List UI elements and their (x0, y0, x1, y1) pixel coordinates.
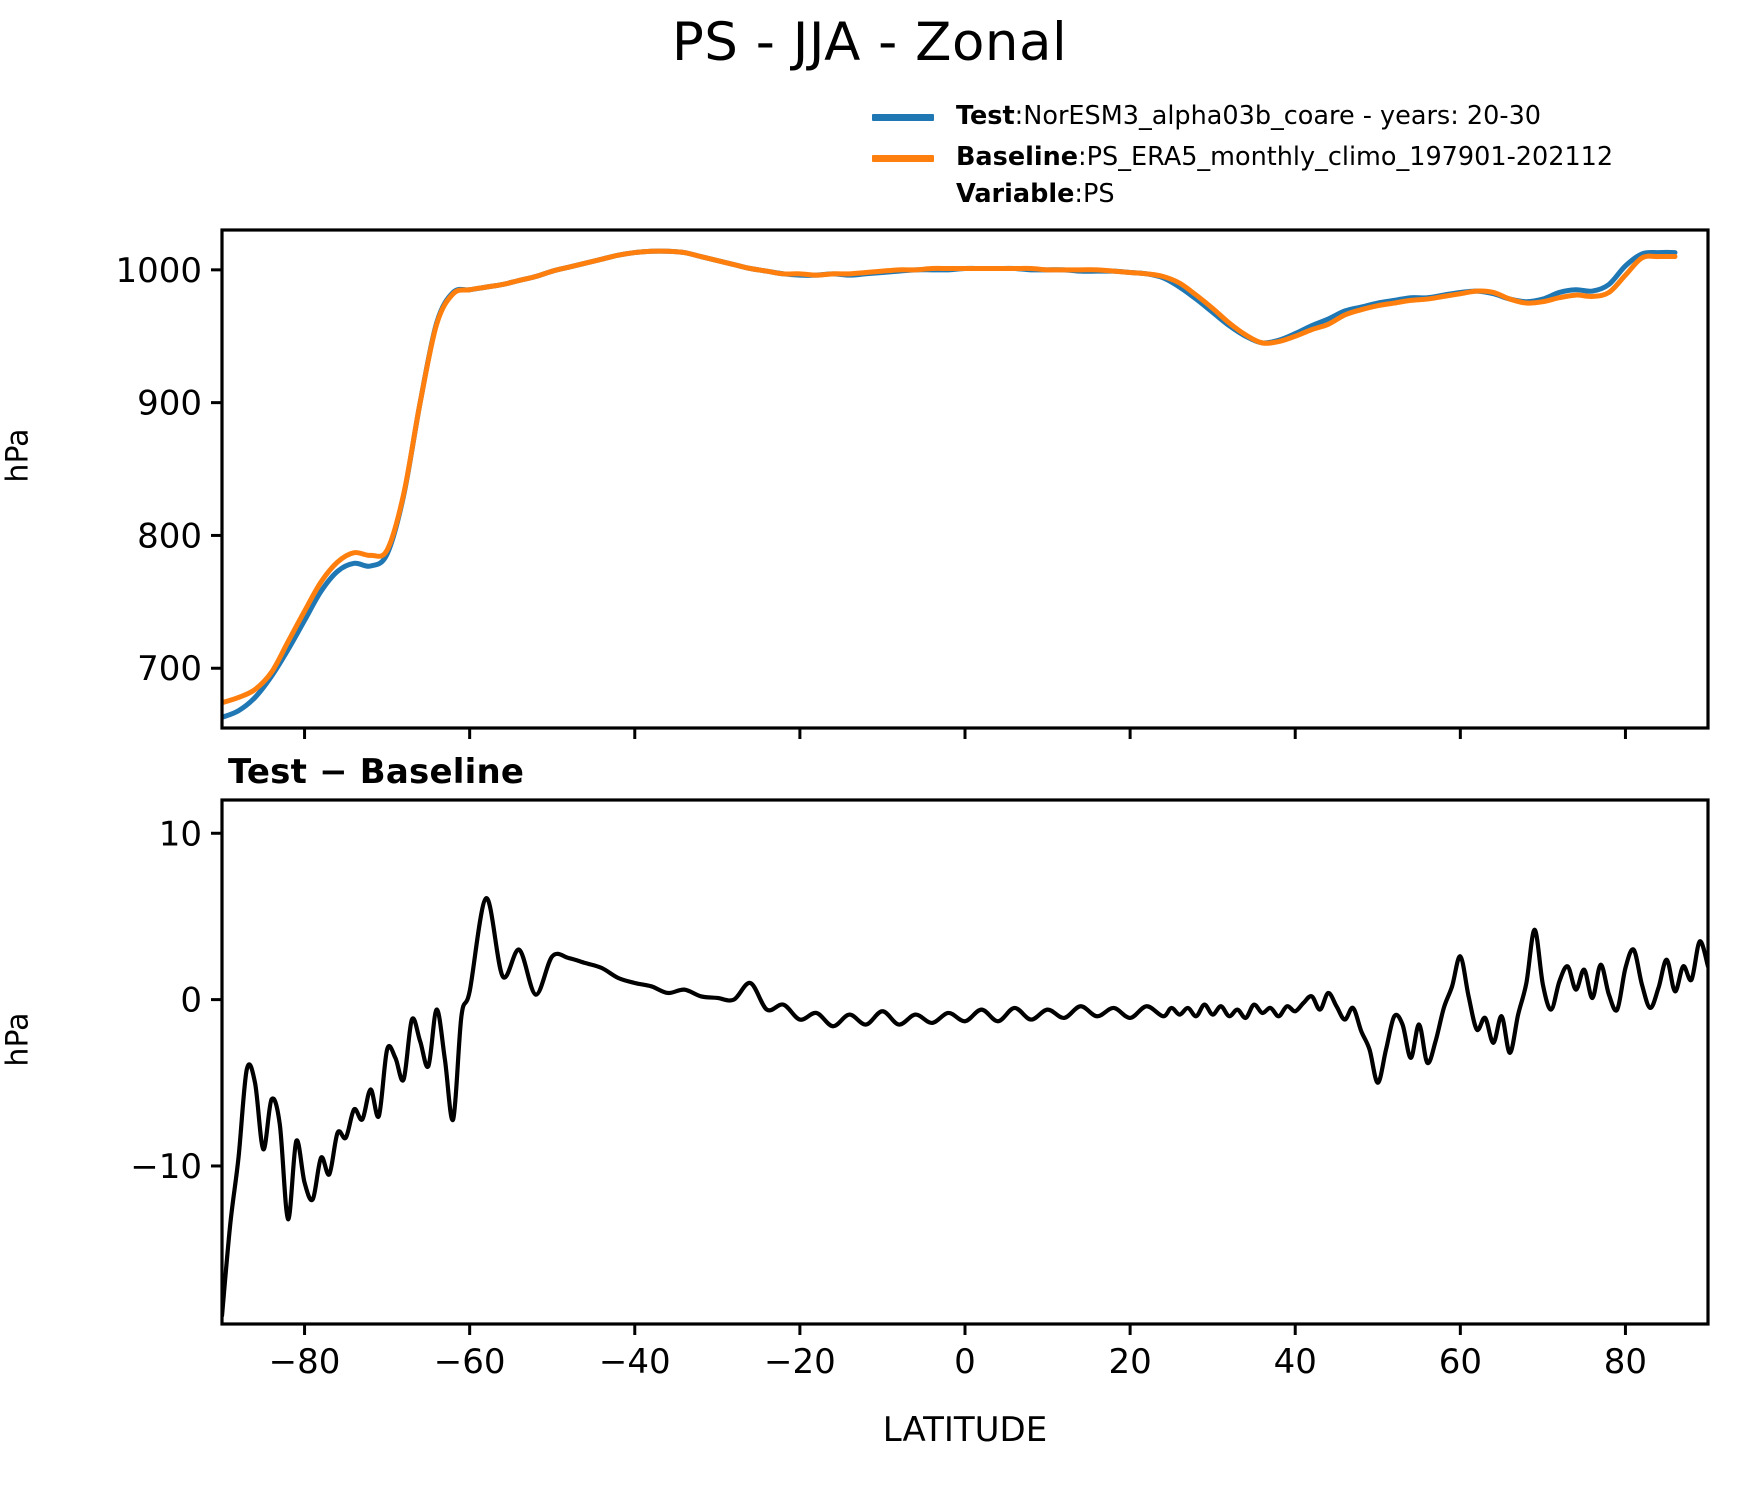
legend-item-test: Test : NorESM3_alpha03b_coare - years: 2… (872, 102, 1732, 132)
page-title: PS - JJA - Zonal (671, 12, 1068, 73)
axes-frame (220, 228, 1710, 730)
axes-frame (220, 798, 1710, 1326)
legend-item-baseline: Baseline : PS_ERA5_monthly_climo_197901-… (872, 143, 1732, 173)
legend-label-variable: Variable (956, 179, 1075, 210)
y-tick-label: 0 (180, 981, 202, 1021)
x-tick-label: −40 (599, 1342, 671, 1382)
bottom-panel-y-axis-label: hPa (0, 1012, 36, 1067)
difference-panel-title: Test − Baseline (228, 752, 525, 792)
x-tick-label: 20 (1108, 1342, 1151, 1382)
x-tick-label: 60 (1439, 1342, 1482, 1382)
y-tick-label: 1000 (115, 251, 202, 291)
x-tick-label: 80 (1604, 1342, 1647, 1382)
y-tick-label: −10 (130, 1147, 202, 1187)
top-panel-y-axis-label: hPa (0, 428, 36, 483)
y-tick-label: 900 (137, 384, 202, 424)
y-tick-label: 10 (159, 814, 202, 854)
x-tick-label: −20 (764, 1342, 836, 1382)
legend-value-baseline: PS_ERA5_monthly_climo_197901-202112 (1086, 142, 1614, 173)
series-line-test-baseline (222, 896, 1708, 1318)
legend-label-test: Test (956, 101, 1015, 132)
series-line-baseline (222, 248, 1678, 706)
legend-swatch-test (872, 113, 934, 121)
legend-swatch-baseline (872, 154, 934, 162)
legend-item-variable: Variable : PS (872, 180, 1732, 210)
x-axis-label: LATITUDE (882, 1410, 1048, 1450)
legend-label-baseline: Baseline (956, 142, 1079, 173)
y-tick-label: 800 (137, 516, 202, 556)
x-tick-label: −80 (269, 1342, 341, 1382)
x-tick-label: −60 (434, 1342, 506, 1382)
series-line-test (222, 248, 1678, 720)
legend-separator-test: : (1014, 101, 1024, 132)
legend-value-variable: PS (1082, 179, 1115, 210)
legend-separator-baseline: : (1078, 142, 1087, 173)
y-tick-label: 700 (137, 649, 202, 689)
x-tick-label: 0 (954, 1342, 976, 1382)
top-panel: 700 800 900 1000 (115, 228, 1710, 739)
legend-swatch-variable (872, 192, 934, 199)
legend: Test : NorESM3_alpha03b_coare - years: 2… (872, 102, 1732, 210)
x-tick-label: 40 (1274, 1342, 1317, 1382)
legend-separator-variable: : (1074, 179, 1083, 210)
difference-panel: −10 0 10 −80 −60 −40 −20 0 20 40 60 80 (130, 798, 1710, 1382)
legend-value-test: NorESM3_alpha03b_coare - years: 20-30 (1023, 101, 1542, 132)
